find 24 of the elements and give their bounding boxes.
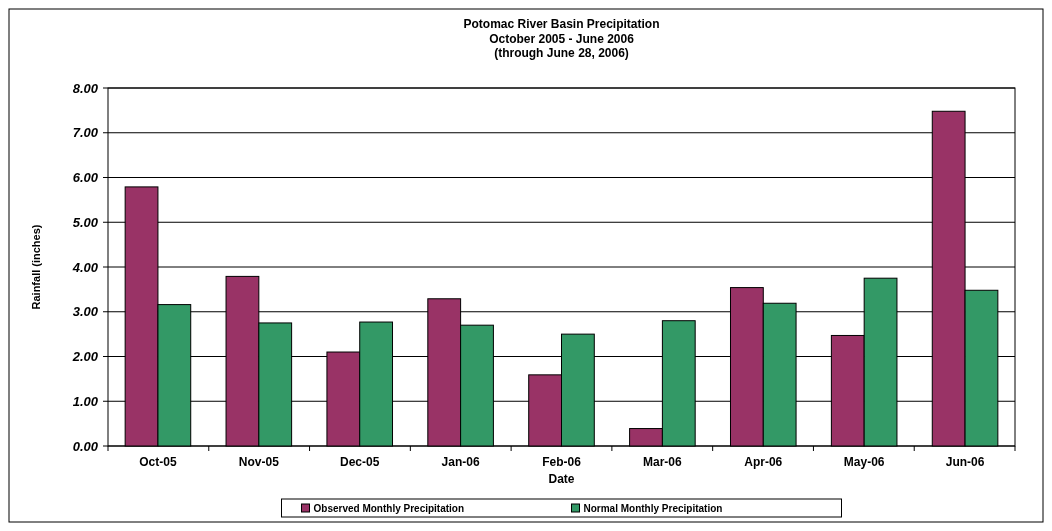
x-tick-label: Jan-06 <box>441 455 480 469</box>
y-tick-label: 6.00 <box>72 170 99 186</box>
x-tick-label: Apr-06 <box>744 455 783 469</box>
x-tick-label: Mar-06 <box>643 455 683 469</box>
y-axis-title: Rainfall (inches) <box>30 224 42 310</box>
y-tick-label: 1.00 <box>72 393 99 409</box>
x-tick-label: Jun-06 <box>945 455 985 469</box>
x-tick-label: May-06 <box>843 455 885 469</box>
y-tick-label: 4.00 <box>71 259 99 275</box>
y-tick-label: 7.00 <box>72 125 99 141</box>
x-tick-label: Feb-06 <box>542 455 582 469</box>
chart-subtitle: October 2005 - June 2006 (through June 28, 2006) <box>489 32 635 60</box>
legend-label: Normal Monthly Precipitation <box>583 503 723 514</box>
y-tick-label: 8.00 <box>72 80 99 96</box>
legend-label: Observed Monthly Precipitation <box>313 503 465 514</box>
chart-title: Potomac River Basin Precipitation <box>463 17 660 31</box>
y-tick-label: 3.00 <box>72 304 99 320</box>
y-tick-label: 2.00 <box>71 349 99 365</box>
x-tick-label: Dec-05 <box>340 455 380 469</box>
x-tick-label: Oct-05 <box>139 455 177 469</box>
x-tick-label: Nov-05 <box>238 455 280 469</box>
y-tick-label: 0.00 <box>72 438 99 454</box>
y-tick-label: 5.00 <box>72 214 99 230</box>
x-axis-title: Date <box>548 472 575 486</box>
